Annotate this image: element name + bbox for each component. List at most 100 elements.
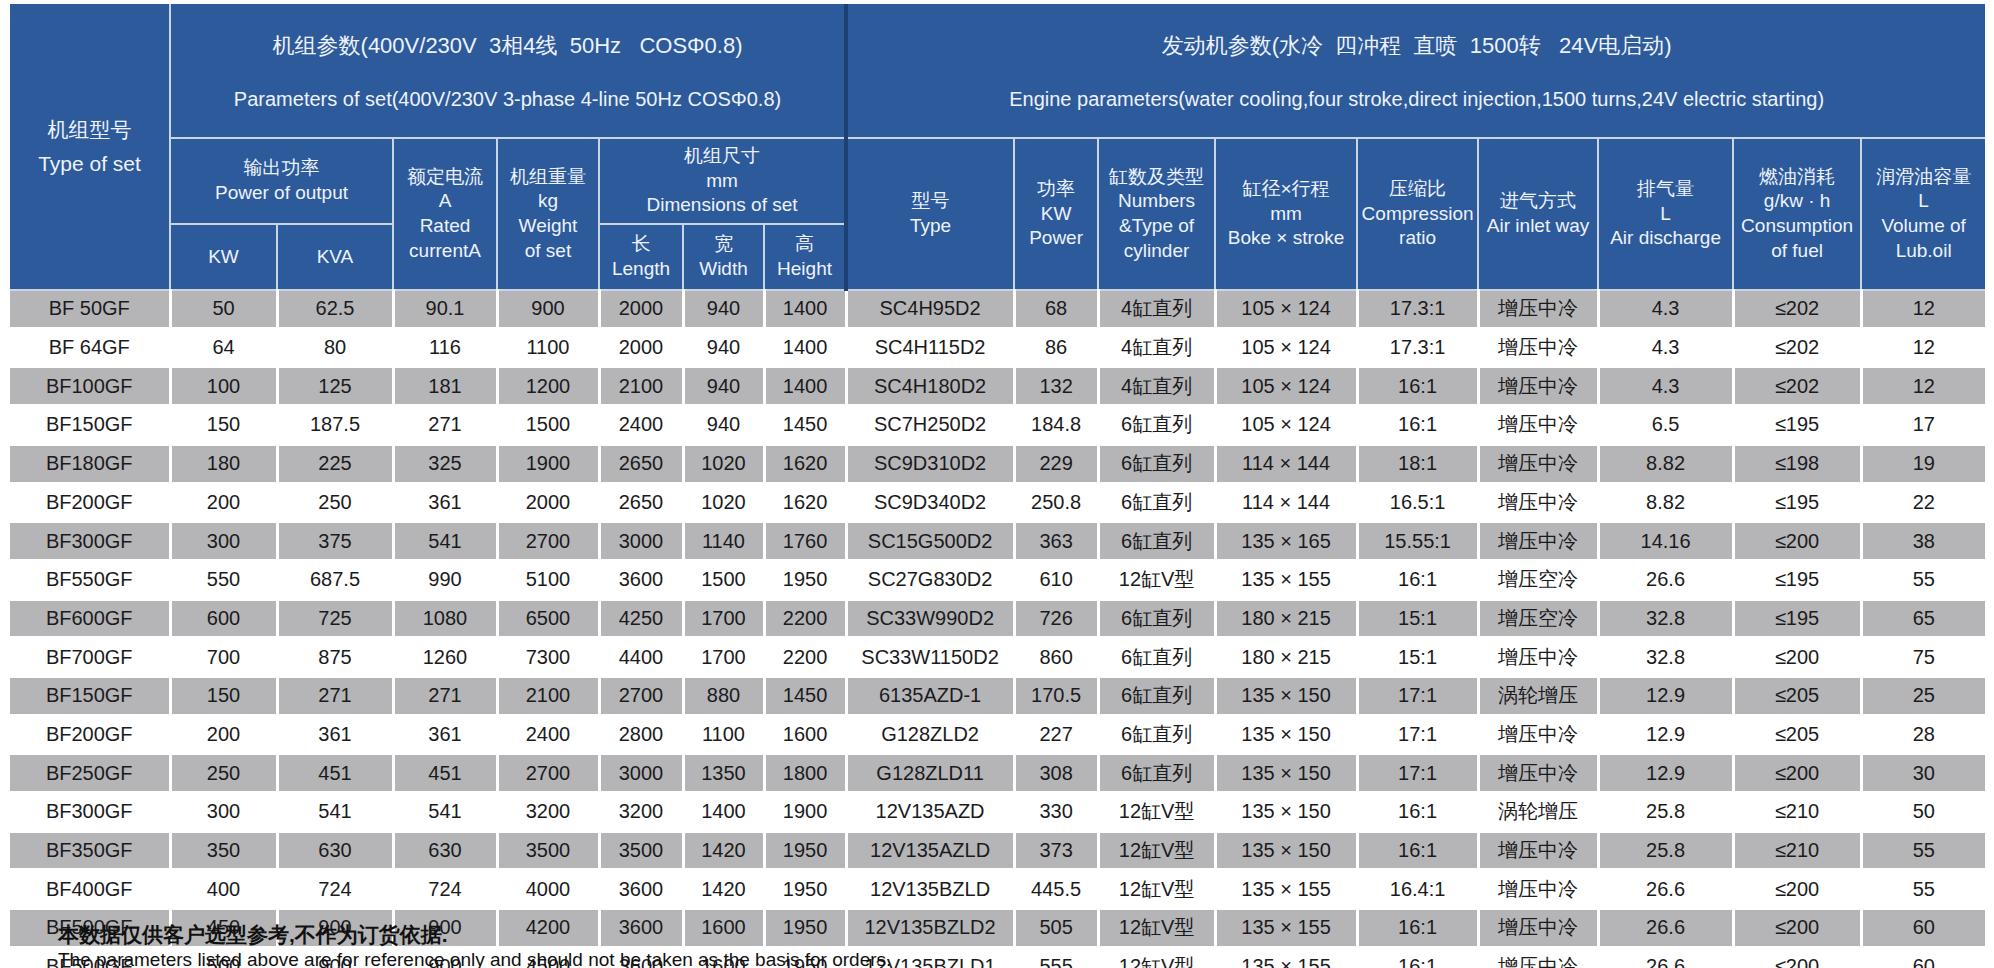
- cell-lube_volume: 12: [1861, 290, 1985, 328]
- cell-fuel_consumption: ≤195: [1733, 560, 1861, 599]
- cell-kw: 400: [170, 870, 277, 909]
- cell-lube_volume: 30: [1861, 754, 1985, 793]
- table-row: BF180GF1802253251900265010201620SC9D310D…: [10, 444, 1985, 483]
- cell-length: 4400: [599, 638, 683, 677]
- cell-length: 2650: [599, 444, 683, 483]
- cell-engine_model: 12V135AZLD: [846, 831, 1014, 870]
- cell-air_discharge: 25.8: [1598, 831, 1733, 870]
- cell-air_inlet: 增压中冷: [1478, 715, 1598, 754]
- cell-engine_power: 250.8: [1014, 483, 1098, 522]
- header-air-inlet: 进气方式 Air inlet way: [1478, 138, 1598, 290]
- cell-cylinders: 4缸直列: [1098, 328, 1215, 367]
- cell-kw: 200: [170, 715, 277, 754]
- cell-fuel_consumption: ≤200: [1733, 947, 1861, 968]
- cell-weight: 6500: [497, 599, 599, 638]
- header-type-of-set: 机组型号 Type of set: [10, 4, 170, 290]
- cell-width: 1140: [683, 522, 764, 561]
- cell-engine_power: 373: [1014, 831, 1098, 870]
- cell-engine_model: SC4H115D2: [846, 328, 1014, 367]
- cell-kva: 361: [277, 715, 393, 754]
- cell-height: 2200: [764, 599, 846, 638]
- cell-width: 940: [683, 328, 764, 367]
- cell-length: 3200: [599, 793, 683, 832]
- cell-lube_volume: 22: [1861, 483, 1985, 522]
- cell-bore_stroke: 135 × 165: [1215, 522, 1357, 561]
- cell-rated_current: 541: [393, 793, 497, 832]
- cell-weight: 3500: [497, 831, 599, 870]
- table-row: BF700GF70087512607300440017002200SC33W11…: [10, 638, 1985, 677]
- cell-compression: 17:1: [1357, 754, 1478, 793]
- cell-length: 3500: [599, 831, 683, 870]
- cell-bore_stroke: 135 × 150: [1215, 793, 1357, 832]
- cell-length: 4250: [599, 599, 683, 638]
- cell-lube_volume: 55: [1861, 831, 1985, 870]
- generator-spec-sheet: 机组型号 Type of set 机组参数(400V/230V 3相4线 50H…: [0, 0, 1994, 968]
- cell-cylinders: 12缸V型: [1098, 947, 1215, 968]
- cell-kva: 125: [277, 367, 393, 406]
- cell-compression: 17.3:1: [1357, 328, 1478, 367]
- cell-air_inlet: 增压中冷: [1478, 754, 1598, 793]
- cell-compression: 16:1: [1357, 406, 1478, 445]
- cell-lube_volume: 55: [1861, 560, 1985, 599]
- cell-engine_model: SC9D310D2: [846, 444, 1014, 483]
- set-parameters-title-en: Parameters of set(400V/230V 3-phase 4-li…: [171, 86, 844, 112]
- cell-rated_current: 271: [393, 676, 497, 715]
- cell-width: 1100: [683, 715, 764, 754]
- cell-height: 1400: [764, 290, 846, 328]
- cell-engine_power: 132: [1014, 367, 1098, 406]
- cell-set_model: BF300GF: [10, 522, 170, 561]
- cell-rated_current: 990: [393, 560, 497, 599]
- cell-fuel_consumption: ≤195: [1733, 599, 1861, 638]
- cell-weight: 1900: [497, 444, 599, 483]
- cell-width: 940: [683, 290, 764, 328]
- cell-compression: 18:1: [1357, 444, 1478, 483]
- cell-engine_model: SC9D340D2: [846, 483, 1014, 522]
- cell-cylinders: 6缸直列: [1098, 444, 1215, 483]
- cell-height: 1620: [764, 483, 846, 522]
- cell-bore_stroke: 105 × 124: [1215, 328, 1357, 367]
- cell-engine_model: 12V135BZLD: [846, 870, 1014, 909]
- header-rated-current: 额定电流 A Rated currentA: [393, 138, 497, 290]
- cell-cylinders: 4缸直列: [1098, 290, 1215, 328]
- cell-air_discharge: 26.6: [1598, 870, 1733, 909]
- cell-compression: 15.55:1: [1357, 522, 1478, 561]
- cell-set_model: BF180GF: [10, 444, 170, 483]
- cell-kva: 875: [277, 638, 393, 677]
- cell-set_model: BF100GF: [10, 367, 170, 406]
- header-row-sub: 输出功率 Power of output 额定电流 A Rated curren…: [10, 138, 1985, 224]
- table-row: BF250GF2504514512700300013501800G128ZLD1…: [10, 754, 1985, 793]
- cell-kva: 225: [277, 444, 393, 483]
- cell-engine_model: G128ZLD11: [846, 754, 1014, 793]
- table-row: BF550GF550687.59905100360015001950SC27G8…: [10, 560, 1985, 599]
- cell-compression: 15:1: [1357, 638, 1478, 677]
- cell-lube_volume: 60: [1861, 909, 1985, 948]
- header-weight: 机组重量 kg Weight of set: [497, 138, 599, 290]
- header-fuel-consumption: 燃油消耗 g/kw · h Consumption of fuel: [1733, 138, 1861, 290]
- cell-fuel_consumption: ≤200: [1733, 870, 1861, 909]
- cell-width: 1350: [683, 754, 764, 793]
- header-set-parameters: 机组参数(400V/230V 3相4线 50Hz COSΦ0.8) Parame…: [170, 4, 846, 138]
- cell-air_inlet: 增压中冷: [1478, 947, 1598, 968]
- cell-weight: 2400: [497, 715, 599, 754]
- cell-engine_model: SC4H95D2: [846, 290, 1014, 328]
- cell-weight: 5100: [497, 560, 599, 599]
- cell-kva: 62.5: [277, 290, 393, 328]
- cell-air_inlet: 增压中冷: [1478, 328, 1598, 367]
- cell-fuel_consumption: ≤200: [1733, 909, 1861, 948]
- cell-fuel_consumption: ≤202: [1733, 290, 1861, 328]
- cell-engine_model: SC7H250D2: [846, 406, 1014, 445]
- cell-air_inlet: 涡轮增压: [1478, 793, 1598, 832]
- cell-compression: 17:1: [1357, 676, 1478, 715]
- table-row: BF 50GF5062.590.190020009401400SC4H95D26…: [10, 290, 1985, 328]
- cell-kva: 725: [277, 599, 393, 638]
- cell-weight: 900: [497, 290, 599, 328]
- cell-height: 1400: [764, 367, 846, 406]
- cell-set_model: BF700GF: [10, 638, 170, 677]
- cell-rated_current: 361: [393, 715, 497, 754]
- cell-engine_power: 610: [1014, 560, 1098, 599]
- cell-bore_stroke: 105 × 124: [1215, 406, 1357, 445]
- cell-rated_current: 1260: [393, 638, 497, 677]
- cell-compression: 16.4:1: [1357, 870, 1478, 909]
- spec-table-body: BF 50GF5062.590.190020009401400SC4H95D26…: [10, 290, 1985, 968]
- cell-engine_model: SC27G830D2: [846, 560, 1014, 599]
